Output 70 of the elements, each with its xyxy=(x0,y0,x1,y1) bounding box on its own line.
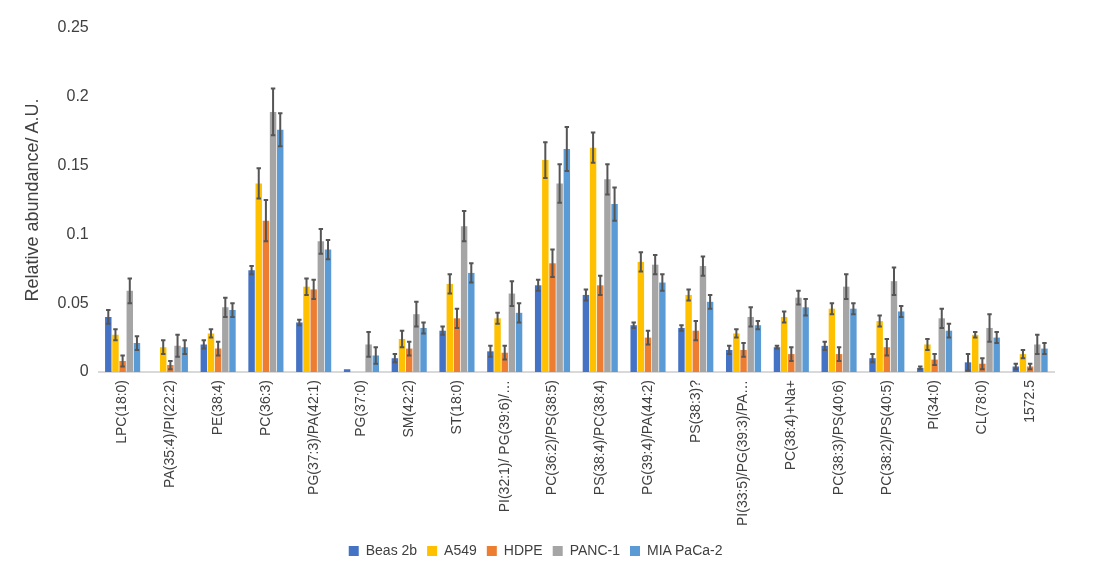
bar xyxy=(542,160,549,372)
x-tick-label: PI(34:0) xyxy=(925,379,942,430)
y-tick-label: 0.15 xyxy=(57,156,89,173)
bar xyxy=(105,316,112,372)
x-tick-label: PG(37:3)/PA(42:1) xyxy=(304,379,321,495)
legend-label: A549 xyxy=(444,541,478,558)
bar xyxy=(733,333,740,372)
bar xyxy=(494,318,501,372)
bar xyxy=(303,286,310,372)
bar xyxy=(876,321,883,372)
x-tick-label: ST(18:0) xyxy=(447,379,464,435)
bar xyxy=(310,289,317,372)
bar xyxy=(556,183,563,372)
bar xyxy=(747,316,754,372)
x-tick-label: PA(35:4)/PI(22:2) xyxy=(161,379,178,488)
bar xyxy=(277,129,284,372)
x-tick-label: LPC(18:0) xyxy=(113,379,130,444)
bar xyxy=(630,325,637,372)
legend-label: MIA PaCa-2 xyxy=(647,541,723,558)
bar xyxy=(248,270,255,372)
bar xyxy=(468,272,475,372)
x-tick-label: PC(38:2)/PS(40:5) xyxy=(877,379,894,496)
legend-label: PANC-1 xyxy=(569,541,621,558)
y-tick-label: 0.25 xyxy=(57,18,89,36)
bar xyxy=(993,337,1000,372)
bar xyxy=(802,307,809,372)
bar xyxy=(582,294,590,372)
x-tick-label: PC(36:3) xyxy=(256,379,273,437)
legend-label: HDPE xyxy=(503,541,543,558)
bar xyxy=(112,334,119,372)
bar xyxy=(611,204,618,372)
x-tick-label: PI(33:5)/PG(39:3)/PA… xyxy=(734,379,751,526)
x-tick-label: PE(38:4) xyxy=(209,379,226,436)
bar xyxy=(563,149,571,372)
bar xyxy=(222,307,229,372)
x-tick-label: PG(37:0) xyxy=(352,379,369,437)
x-tick-label: SM(42:2) xyxy=(400,379,417,438)
bar xyxy=(549,263,556,372)
y-axis-title: Relative abundance/ A.U. xyxy=(21,98,42,302)
bar xyxy=(534,285,542,372)
x-tick-label: PS(38:4)/PC(38:4) xyxy=(591,379,608,496)
bar xyxy=(296,322,303,372)
x-tick-label: CL(78:0) xyxy=(973,379,990,435)
x-tick-label: PG(39:4)/PA(44:2) xyxy=(638,379,655,495)
y-tick-label: 0 xyxy=(79,362,89,380)
x-tick-label: PI(32:1)/ PG(39:6)/… xyxy=(495,379,512,513)
bar xyxy=(795,297,802,372)
bar xyxy=(589,147,597,372)
bar xyxy=(678,327,685,372)
bar xyxy=(659,282,666,372)
bar xyxy=(343,369,351,372)
x-tick-label: PS(38:3)? xyxy=(686,379,703,444)
y-tick-label: 0.2 xyxy=(66,87,89,105)
legend-label: Beas 2b xyxy=(365,541,418,558)
x-tick-label: PC(38:4)+Na+ xyxy=(782,379,799,471)
bar xyxy=(324,249,332,372)
bar xyxy=(850,308,857,372)
bar xyxy=(255,183,262,372)
x-tick-label: PC(36:2)/PS(38:5) xyxy=(543,379,560,496)
bar xyxy=(685,294,692,372)
bar xyxy=(604,179,611,372)
bar xyxy=(269,111,277,372)
y-tick-label: 0.05 xyxy=(57,293,89,311)
bar xyxy=(420,327,427,372)
x-tick-label: PC(38:3)/PS(40:6) xyxy=(829,379,846,496)
bar xyxy=(439,330,446,372)
bar xyxy=(413,314,420,372)
y-tick-label: 0.1 xyxy=(66,224,89,242)
x-tick-label: 1572.5 xyxy=(1020,379,1037,423)
bar xyxy=(229,310,236,372)
